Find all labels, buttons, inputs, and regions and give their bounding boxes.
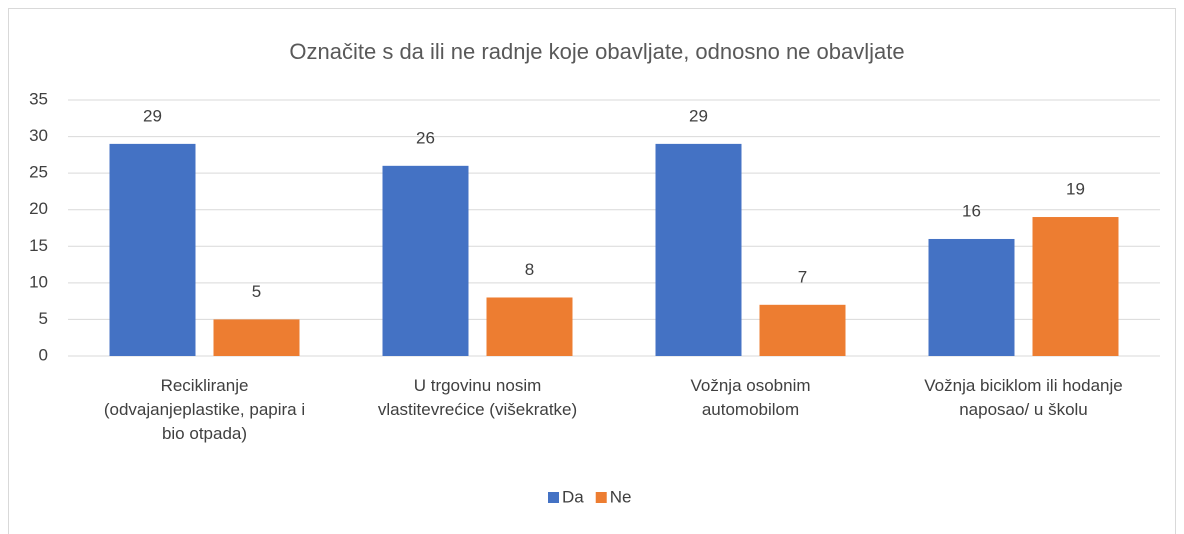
legend-label: Ne [610, 487, 632, 506]
data-label: 29 [143, 106, 162, 125]
data-label: 7 [798, 267, 807, 286]
bar [655, 143, 742, 356]
bar [382, 165, 469, 356]
data-label: 5 [252, 282, 261, 301]
bar [759, 304, 846, 356]
y-tick-label: 0 [39, 345, 48, 364]
data-label: 16 [962, 201, 981, 220]
legend-label: Da [562, 487, 584, 506]
bar [109, 143, 196, 356]
x-tick-label: Vožnja osobnim automobilom [690, 376, 811, 419]
bar [486, 297, 573, 356]
y-tick-label: 15 [29, 236, 48, 255]
y-tick-label: 25 [29, 163, 48, 182]
data-label: 29 [689, 106, 708, 125]
data-label: 19 [1066, 180, 1085, 199]
y-tick-label: 5 [39, 309, 48, 328]
legend-swatch [548, 492, 559, 503]
bar [928, 238, 1015, 356]
x-tick-label: Recikliranje (odvajanjeplastike, papira … [103, 376, 306, 443]
y-tick-label: 35 [29, 89, 48, 108]
legend-swatch [595, 492, 607, 503]
data-label: 8 [525, 260, 534, 279]
bar [1032, 217, 1119, 356]
data-label: 26 [416, 128, 435, 147]
y-tick-label: 30 [29, 126, 48, 145]
x-tick-label: Vožnja biciklom ili hodanje naposao/ u š… [924, 376, 1123, 419]
bar [213, 319, 300, 356]
y-tick-label: 10 [29, 272, 48, 291]
x-tick-label: U trgovinu nosim vlastitevrećice (višekr… [377, 376, 578, 419]
y-tick-label: 20 [29, 199, 48, 218]
chart-title: Označite s da ili ne radnje koje obavlja… [289, 39, 904, 64]
